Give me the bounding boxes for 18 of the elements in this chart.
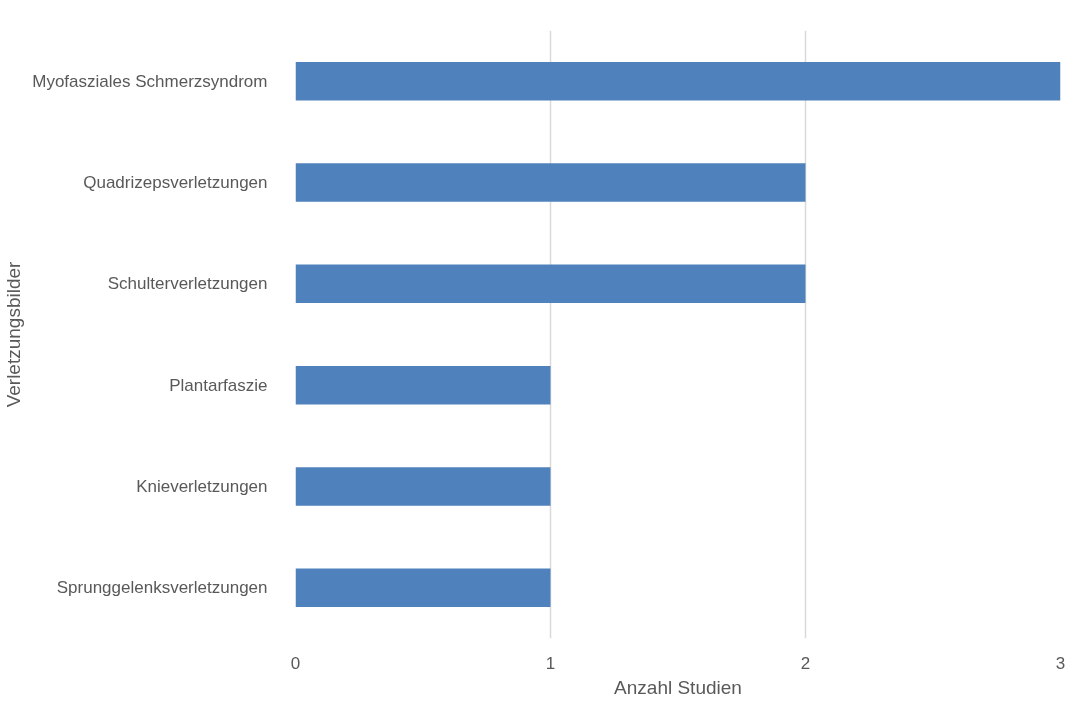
bar	[295, 163, 806, 202]
y-tick-label: Plantarfaszie	[169, 375, 268, 395]
x-axis-title: Anzahl Studien	[614, 676, 742, 698]
x-tick-label: 3	[1055, 653, 1066, 673]
bar	[295, 467, 551, 506]
x-tick-label: 2	[800, 653, 811, 673]
bar	[295, 264, 806, 304]
y-tick-label: Myofasziales Schmerzsyndrom	[32, 71, 268, 91]
y-tick-label: Schulterverletzungen	[107, 274, 268, 294]
y-tick-label: Quadrizepsverletzungen	[83, 173, 268, 192]
bar	[295, 365, 551, 405]
x-tick-label: 0	[290, 653, 301, 673]
y-tick-label: Knieverletzungen	[136, 477, 268, 496]
bar	[295, 61, 1061, 101]
y-tick-label: Sprunggelenksverletzungen	[56, 578, 268, 598]
y-axis-title: Verletzungsbilder	[3, 260, 25, 408]
bar	[295, 568, 551, 608]
x-tick-label: 1	[545, 653, 556, 673]
